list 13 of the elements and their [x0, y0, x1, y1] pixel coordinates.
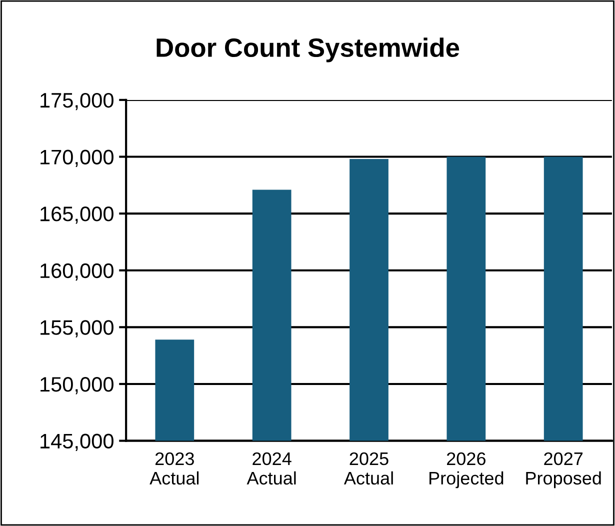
y-tick-label: 155,000 [40, 320, 114, 338]
y-tick-label: 150,000 [40, 376, 114, 394]
y-tick-label: 165,000 [40, 206, 114, 224]
x-tick-label: 2025 Actual [344, 452, 393, 485]
chart-title: Door Count Systemwide [156, 38, 460, 62]
x-tick-label: 2023 Actual [150, 452, 199, 485]
y-tick-label: 175,000 [40, 92, 114, 110]
x-tick-label: 2026 Projected [430, 452, 504, 488]
y-tick-label: 170,000 [40, 150, 114, 167]
y-tick-label: 160,000 [40, 263, 114, 281]
x-tick-label: 2024 Actual [246, 452, 296, 485]
x-tick-label: 2027 Proposed [526, 452, 601, 488]
y-tick-label: 145,000 [40, 434, 114, 452]
